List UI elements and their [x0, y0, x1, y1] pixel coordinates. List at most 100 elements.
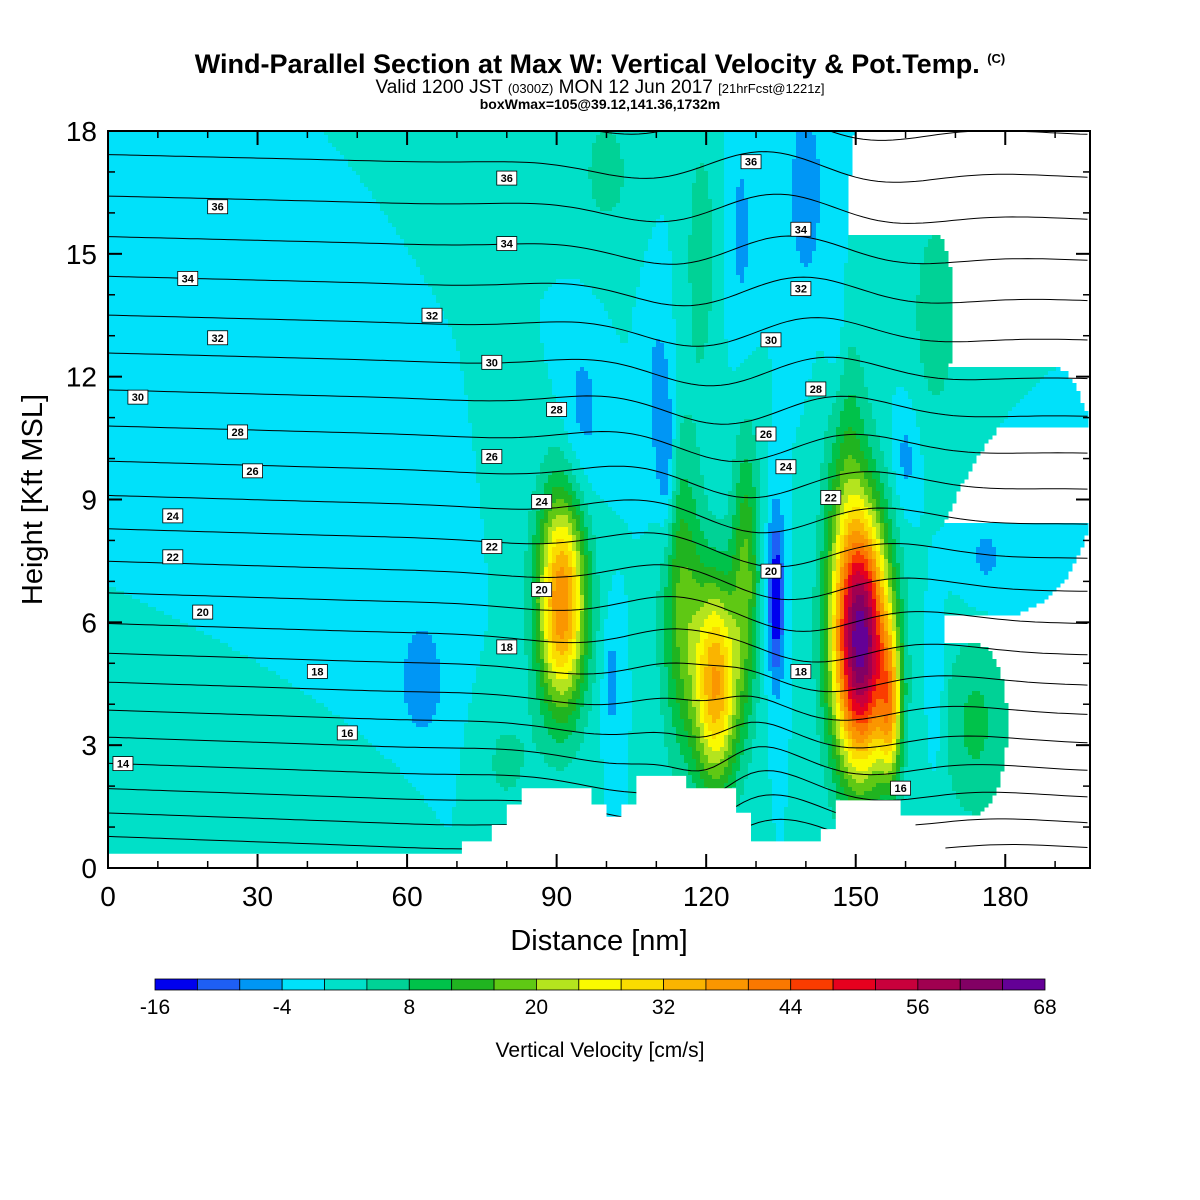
w-field-cell	[536, 671, 541, 676]
w-field-cell	[576, 451, 657, 456]
w-field-cell	[852, 699, 857, 704]
w-field-cell	[828, 687, 833, 692]
w-field-cell	[924, 667, 945, 672]
w-field-cell	[844, 403, 857, 408]
w-field-cell	[484, 547, 529, 552]
w-field-cell	[404, 699, 441, 704]
w-field-cell	[888, 543, 893, 548]
w-field-cell	[676, 459, 701, 464]
w-field-cell	[844, 295, 917, 300]
w-field-cell	[608, 611, 629, 616]
w-field-cell	[548, 375, 577, 380]
w-field-cell	[576, 403, 593, 408]
w-field-cell	[580, 547, 585, 552]
w-field-cell	[708, 183, 725, 188]
w-field-cell	[748, 563, 757, 568]
w-field-cell	[584, 543, 589, 548]
w-field-cell	[584, 627, 589, 632]
w-field-cell	[816, 683, 821, 688]
w-field-cell	[860, 551, 869, 556]
w-field-cell	[440, 307, 541, 312]
w-field-cell	[748, 723, 757, 728]
w-field-cell	[532, 647, 537, 652]
w-field-cell	[836, 487, 845, 492]
w-field-cell	[436, 299, 541, 304]
w-field-cell	[768, 523, 785, 528]
w-field-cell	[820, 643, 825, 648]
w-field-cell	[868, 507, 873, 512]
w-field-cell	[532, 579, 537, 584]
w-field-cell	[656, 339, 661, 344]
w-field-cell	[860, 703, 865, 708]
w-field-cell	[844, 719, 849, 724]
w-field-cell	[580, 711, 589, 716]
w-field-cell	[592, 155, 621, 160]
w-field-cell	[828, 419, 841, 424]
w-field-cell	[928, 239, 945, 244]
w-field-cell	[400, 235, 653, 240]
w-field-cell	[844, 583, 849, 588]
w-field-cell	[544, 523, 553, 528]
w-field-cell	[876, 519, 881, 524]
w-field-cell	[552, 695, 573, 700]
w-field-cell	[560, 551, 565, 556]
w-field-cell	[748, 727, 757, 732]
w-field-cell	[580, 539, 585, 544]
w-field-cell	[876, 727, 881, 732]
w-field-cell	[720, 647, 729, 652]
box-wmax-info: boxWmax=105@39.12,141.36,1732m	[479, 96, 721, 112]
w-field-cell	[844, 439, 861, 444]
w-field-cell	[848, 607, 853, 612]
w-field-cell	[668, 555, 677, 560]
w-field-cell	[772, 359, 817, 364]
w-field-cell	[840, 383, 865, 388]
w-field-cell	[868, 655, 873, 660]
w-field-cell	[916, 303, 953, 308]
w-field-cell	[824, 719, 829, 724]
w-field-cell	[820, 563, 825, 568]
w-field-cell	[436, 643, 485, 648]
w-field-cell	[868, 679, 873, 684]
w-field-cell	[592, 379, 653, 384]
w-field-cell	[732, 719, 737, 724]
w-field-cell	[852, 623, 857, 628]
w-field-cell	[540, 679, 545, 684]
w-field-cell	[756, 511, 761, 516]
w-field-cell	[852, 639, 869, 644]
w-field-cell	[552, 523, 573, 528]
w-field-cell	[712, 199, 725, 204]
w-field-cell	[592, 147, 621, 152]
w-field-cell	[664, 587, 673, 592]
w-field-cell	[668, 699, 677, 704]
w-field-cell	[668, 371, 677, 376]
w-field-cell	[876, 619, 881, 624]
w-field-cell	[232, 647, 409, 652]
w-field-cell	[540, 327, 617, 332]
w-field-cell	[652, 443, 673, 448]
w-field-cell	[840, 743, 845, 748]
w-field-cell	[772, 503, 781, 508]
w-field-cell	[544, 459, 569, 464]
w-field-cell	[824, 439, 837, 444]
w-field-cell	[948, 731, 965, 736]
w-field-cell	[868, 559, 873, 564]
w-field-cell	[592, 395, 653, 400]
w-field-cell	[700, 655, 709, 660]
w-field-cell	[436, 707, 469, 712]
w-field-cell	[660, 491, 669, 496]
w-field-cell	[172, 615, 489, 620]
w-field-cell	[552, 591, 569, 596]
w-field-cell	[584, 575, 589, 580]
w-field-cell	[864, 427, 877, 432]
w-field-cell	[812, 587, 821, 592]
w-field-cell	[832, 587, 837, 592]
w-field-cell	[628, 659, 657, 664]
w-field-cell	[864, 423, 877, 428]
w-field-cell	[468, 711, 529, 716]
w-field-cell	[108, 747, 377, 752]
w-field-cell	[592, 563, 597, 568]
w-field-cell	[704, 651, 709, 656]
w-field-cell	[708, 331, 725, 336]
w-field-cell	[824, 663, 829, 668]
w-field-cell	[728, 343, 761, 348]
